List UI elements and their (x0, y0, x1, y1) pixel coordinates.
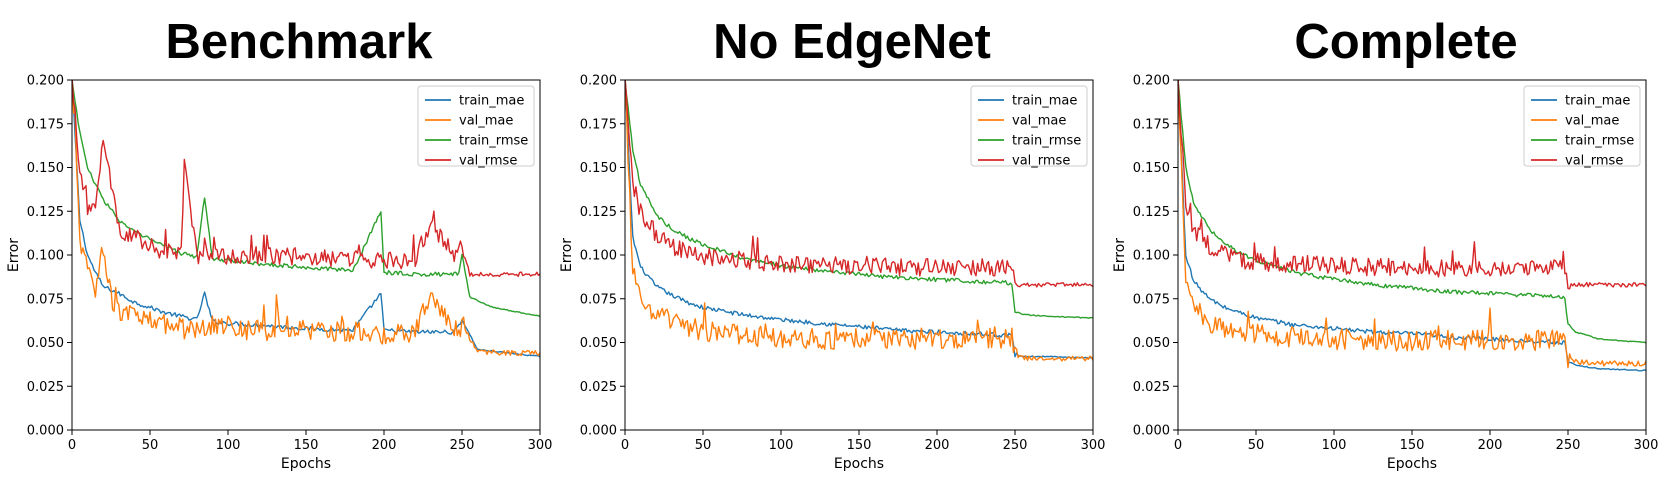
series-line-train_rmse (625, 80, 1093, 319)
x-axis-label: Epochs (834, 456, 884, 472)
y-tick-label: 0.200 (1133, 74, 1170, 89)
y-axis-label: Error (559, 238, 575, 272)
legend-label-train_mae: train_mae (1565, 94, 1630, 109)
x-tick-label: 0 (68, 438, 76, 453)
legend-label-val_rmse: val_rmse (1565, 154, 1623, 169)
legend-label-val_mae: val_mae (1012, 114, 1066, 129)
y-tick-label: 0.100 (580, 249, 617, 264)
y-tick-label: 0.000 (27, 424, 64, 439)
x-tick-label: 200 (1478, 438, 1503, 453)
x-tick-label: 300 (1634, 438, 1659, 453)
series-line-val_mae (72, 80, 540, 357)
y-tick-label: 0.000 (1133, 424, 1170, 439)
y-tick-label: 0.200 (580, 74, 617, 89)
legend: train_mae val_mae train_rmse val_rmse (417, 85, 535, 169)
x-tick-label: 0 (1174, 438, 1182, 453)
x-tick-label: 300 (1081, 438, 1106, 453)
series-line-val_mae (625, 80, 1093, 362)
x-tick-label: 100 (216, 438, 241, 453)
x-tick-label: 100 (1322, 438, 1347, 453)
legend-box (970, 85, 1088, 167)
y-tick-label: 0.125 (27, 205, 64, 220)
y-tick-label: 0.100 (1133, 249, 1170, 264)
x-tick-label: 200 (925, 438, 950, 453)
legend-box (417, 85, 535, 167)
y-tick-label: 0.125 (580, 205, 617, 220)
series-line-val_mae (1178, 80, 1646, 369)
y-tick-label: 0.075 (27, 292, 64, 307)
y-tick-label: 0.025 (580, 380, 617, 395)
x-tick-label: 250 (1003, 438, 1028, 453)
series-line-val_rmse (1178, 80, 1646, 290)
y-tick-label: 0.025 (27, 380, 64, 395)
chart-1: 0 50 100 150 200 250 300 0.000 0.025 0.050 0.075 0.… (559, 74, 1105, 473)
legend: train_mae val_mae train_rmse val_rmse (970, 85, 1088, 169)
y-tick-label: 0.150 (27, 161, 64, 176)
legend-label-val_mae: val_mae (459, 114, 513, 129)
chart-title-benchmark: Benchmark (165, 15, 433, 69)
x-tick-label: 150 (294, 438, 319, 453)
y-tick-label: 0.000 (580, 424, 617, 439)
x-axis-label: Epochs (281, 456, 331, 472)
chart-2: 0 50 100 150 200 250 300 0.000 0.025 0.050 0.075 0.… (1112, 74, 1658, 473)
x-tick-label: 100 (769, 438, 794, 453)
legend-box (1523, 85, 1641, 167)
y-tick-label: 0.050 (27, 336, 64, 351)
y-tick-label: 0.175 (27, 117, 64, 132)
x-tick-label: 250 (1556, 438, 1581, 453)
legend-label-train_rmse: train_rmse (1565, 134, 1634, 149)
legend-label-val_mae: val_mae (1565, 114, 1619, 129)
legend-label-train_mae: train_mae (459, 94, 524, 109)
x-tick-label: 150 (1400, 438, 1425, 453)
series-group (1178, 80, 1646, 372)
legend: train_mae val_mae train_rmse val_rmse (1523, 85, 1641, 169)
x-tick-label: 0 (621, 438, 629, 453)
y-tick-label: 0.150 (580, 161, 617, 176)
chart-0: 0 50 100 150 200 250 300 0.000 0.025 0.050 0.075 0.… (6, 74, 552, 473)
y-tick-label: 0.150 (1133, 161, 1170, 176)
y-tick-label: 0.100 (27, 249, 64, 264)
series-line-val_rmse (72, 80, 540, 278)
x-tick-label: 50 (142, 438, 159, 453)
series-line-train_mae (625, 80, 1093, 359)
x-tick-label: 50 (695, 438, 712, 453)
series-line-val_rmse (625, 80, 1093, 288)
x-tick-label: 250 (450, 438, 475, 453)
y-tick-label: 0.050 (580, 336, 617, 351)
series-group (72, 80, 540, 358)
legend-label-train_rmse: train_rmse (1012, 134, 1081, 149)
legend-label-train_mae: train_mae (1012, 94, 1077, 109)
x-tick-label: 200 (372, 438, 397, 453)
y-tick-label: 0.175 (580, 117, 617, 132)
x-tick-label: 50 (1248, 438, 1265, 453)
y-axis-label: Error (1112, 238, 1128, 272)
series-group (625, 80, 1093, 362)
y-axis-label: Error (6, 238, 22, 272)
x-tick-label: 150 (847, 438, 872, 453)
y-tick-label: 0.075 (1133, 292, 1170, 307)
x-axis-label: Epochs (1387, 456, 1437, 472)
series-line-train_rmse (72, 80, 540, 318)
y-tick-label: 0.200 (27, 74, 64, 89)
legend-label-val_rmse: val_rmse (459, 154, 517, 169)
legend-label-train_rmse: train_rmse (459, 134, 528, 149)
y-tick-label: 0.125 (1133, 205, 1170, 220)
chart-title-complete: Complete (1294, 15, 1518, 69)
y-tick-label: 0.075 (580, 292, 617, 307)
y-tick-label: 0.175 (1133, 117, 1170, 132)
legend-label-val_rmse: val_rmse (1012, 154, 1070, 169)
x-tick-label: 300 (528, 438, 553, 453)
y-tick-label: 0.025 (1133, 380, 1170, 395)
y-tick-label: 0.050 (1133, 336, 1170, 351)
chart-title-no-edgenet: No EdgeNet (713, 15, 991, 69)
